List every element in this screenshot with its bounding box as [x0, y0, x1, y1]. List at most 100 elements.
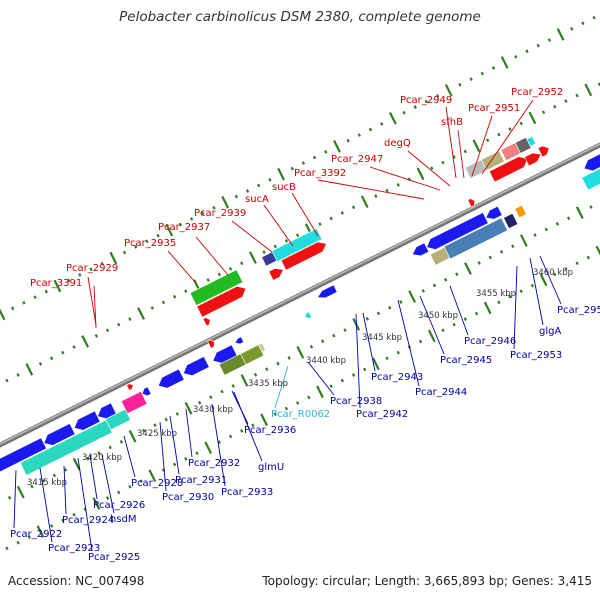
tick-dot	[455, 272, 459, 277]
gene-label[interactable]: Pcar_2942	[356, 409, 408, 420]
gene-label[interactable]: sucB	[272, 182, 296, 193]
gene-label[interactable]: Pcar_2929	[66, 263, 118, 274]
tick-dot	[251, 423, 255, 428]
gene-label[interactable]: Pcar_2945	[440, 355, 492, 366]
gene-block[interactable]	[411, 242, 430, 257]
tick-dot	[418, 339, 423, 344]
gene-label[interactable]: Pcar_2938	[330, 396, 382, 407]
gene-block[interactable]	[514, 204, 527, 219]
gene-label[interactable]: Pcar_2935	[124, 238, 176, 249]
gene-block[interactable]	[19, 419, 113, 476]
gene-block[interactable]	[105, 408, 131, 431]
gene-label[interactable]: Pcar_2947	[331, 154, 383, 165]
gene-label[interactable]: Pcar_2936	[244, 425, 296, 436]
gene-block[interactable]	[524, 152, 542, 167]
gene-block[interactable]	[207, 339, 215, 349]
gene-block[interactable]	[240, 344, 265, 365]
gene-label[interactable]: Pcar_3392	[294, 168, 346, 179]
gene-block[interactable]	[258, 342, 267, 353]
gene-block[interactable]	[43, 423, 76, 446]
gene-block[interactable]	[467, 198, 476, 208]
tick-dot	[444, 84, 453, 97]
tick-dot	[7, 495, 12, 500]
gene-label[interactable]: Pcar_3391	[30, 278, 82, 289]
gene-block[interactable]	[426, 212, 489, 250]
tick-dot	[544, 227, 548, 232]
tick-dot	[477, 261, 481, 265]
gene-label[interactable]: Pcar_R0062	[271, 409, 330, 420]
tick-dot	[86, 456, 90, 461]
gene-block[interactable]	[189, 269, 244, 306]
gene-label[interactable]: Pcar_2932	[188, 458, 240, 469]
gene-label[interactable]: Pcar_2930	[162, 492, 214, 503]
gene-label[interactable]: Pcar_2928	[131, 478, 183, 489]
gene-block[interactable]	[202, 317, 211, 327]
tick-dot	[81, 335, 90, 348]
gene-block[interactable]	[583, 144, 600, 172]
gene-block[interactable]	[280, 241, 327, 271]
gene-block[interactable]	[514, 136, 532, 154]
gene-label[interactable]: Pcar_2939	[194, 208, 246, 219]
gene-label[interactable]: Pcar_2953	[510, 350, 562, 361]
gene-block[interactable]	[234, 336, 245, 345]
gene-label[interactable]: Pcar_2923	[48, 543, 100, 554]
gene-block[interactable]	[304, 311, 313, 319]
tick-dot	[396, 183, 400, 187]
gene-block[interactable]	[196, 285, 247, 318]
gene-label[interactable]: Pcar_2937	[158, 222, 210, 233]
gene-block[interactable]	[581, 151, 600, 191]
gene-block[interactable]	[73, 410, 101, 431]
tick-dot	[245, 189, 250, 193]
tick-dot	[119, 440, 124, 444]
gene-label[interactable]: Pcar_2931	[175, 475, 227, 486]
gene-block[interactable]	[488, 156, 529, 183]
gene-block[interactable]	[480, 150, 505, 171]
gene-label[interactable]: Pcar_2944	[415, 387, 467, 398]
tick-dot	[164, 417, 168, 422]
gene-label[interactable]: Pcar_2952	[511, 87, 563, 98]
gene-label[interactable]: sucA	[245, 194, 269, 205]
gene-label[interactable]: Pcar_2933	[221, 487, 273, 498]
gene-block[interactable]	[157, 368, 185, 389]
tick-dot	[145, 239, 149, 244]
gene-block[interactable]	[271, 228, 323, 263]
gene-label[interactable]: Pcar_2955	[557, 305, 600, 316]
gene-block[interactable]	[268, 268, 284, 281]
tick-dot	[385, 188, 389, 193]
gene-block[interactable]	[120, 390, 148, 415]
gene-label[interactable]: Pcar_2946	[464, 336, 516, 347]
tick-dot	[161, 300, 166, 305]
tick-dot	[165, 223, 174, 237]
gene-block[interactable]	[182, 356, 210, 377]
gene-label[interactable]: Pcar_2922	[10, 529, 62, 540]
gene-block[interactable]	[485, 205, 503, 220]
gene-label[interactable]: Pcar_2925	[88, 552, 140, 563]
gene-label[interactable]: glmU	[258, 462, 284, 473]
gene-label[interactable]: glgA	[539, 326, 561, 337]
tick-dot	[368, 127, 373, 132]
tick-dot	[402, 110, 406, 115]
gene-label[interactable]: hsdM	[110, 514, 137, 525]
tick-dot	[435, 94, 440, 98]
tick-dot	[458, 82, 462, 87]
tick-dot	[318, 222, 322, 226]
tick-dot	[441, 160, 445, 165]
gene-label[interactable]: Pcar_2949	[400, 95, 452, 106]
gene-label[interactable]: Pcar_2951	[468, 103, 520, 114]
gene-label[interactable]: Pcar_2943	[371, 372, 423, 383]
gene-block[interactable]	[537, 145, 550, 158]
gene-block[interactable]	[443, 217, 508, 260]
gene-block[interactable]	[526, 136, 537, 147]
gene-block[interactable]	[503, 212, 519, 229]
tick-dot	[228, 266, 233, 271]
gene-block[interactable]	[141, 386, 152, 397]
gene-block[interactable]	[316, 284, 338, 299]
gene-label[interactable]: Pcar_2926	[93, 500, 145, 511]
gene-label[interactable]: degQ	[384, 138, 411, 149]
gene-label[interactable]: sfhB	[441, 117, 463, 128]
gene-block[interactable]	[0, 437, 47, 473]
gene-block[interactable]	[126, 383, 134, 391]
gene-label[interactable]: Pcar_2924	[62, 515, 114, 526]
tick-label: 3455 kbp	[476, 289, 516, 299]
